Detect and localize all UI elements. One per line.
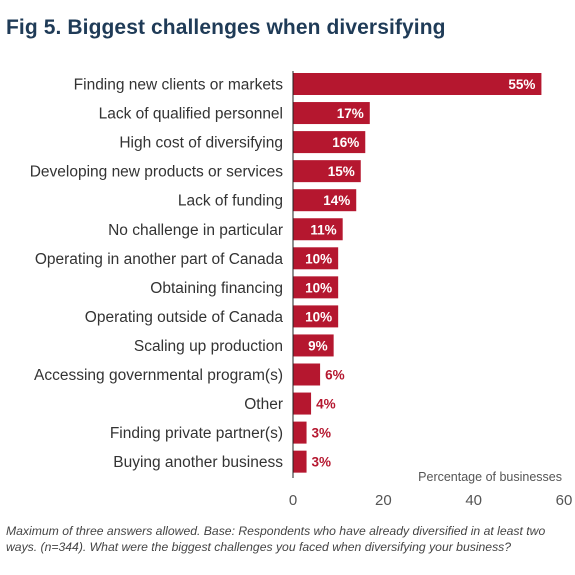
category-labels-group: Finding new clients or markets Lack of qu… xyxy=(30,77,284,472)
bar-11 xyxy=(293,363,321,386)
bar-8 xyxy=(293,276,339,299)
bar-3 xyxy=(293,131,366,154)
value-label-13: 3% xyxy=(312,426,332,441)
value-label-6: 11% xyxy=(310,222,336,237)
category-label-3: High cost of diversifying xyxy=(119,135,283,152)
value-label-3: 16% xyxy=(332,135,359,150)
value-label-4: 15% xyxy=(328,164,355,179)
bar-13 xyxy=(293,421,307,444)
value-label-2: 17% xyxy=(337,106,364,121)
x-tick-labels-group: 0 20 40 60 xyxy=(289,492,573,509)
bar-4 xyxy=(293,160,361,183)
category-label-2: Lack of qualified personnel xyxy=(99,106,283,123)
category-label-11: Accessing governmental program(s) xyxy=(34,367,283,384)
category-label-4: Developing new products or services xyxy=(30,164,284,181)
value-label-5: 14% xyxy=(323,193,350,208)
bar-7 xyxy=(293,247,339,270)
category-label-14: Buying another business xyxy=(113,454,283,471)
value-label-7: 10% xyxy=(305,251,332,266)
value-labels-group: 55% 17% 16% 15% 14% 11% 10% 10% 10% 9% 6% 4% 3% 3% xyxy=(305,77,535,470)
category-label-13: Finding private partner(s) xyxy=(110,425,283,442)
category-label-9: Operating outside of Canada xyxy=(85,309,284,326)
value-label-8: 10% xyxy=(305,280,332,295)
bar-6 xyxy=(293,218,343,241)
chart-title: Fig 5. Biggest challenges when diversify… xyxy=(6,16,446,39)
category-label-5: Lack of funding xyxy=(178,193,283,210)
value-label-14: 3% xyxy=(312,455,332,470)
x-axis-title: Percentage of businesses xyxy=(418,470,562,484)
value-label-1: 55% xyxy=(508,77,535,92)
bar-10 xyxy=(293,334,334,357)
category-label-7: Operating in another part of Canada xyxy=(35,251,284,268)
category-label-1: Finding new clients or markets xyxy=(74,77,284,94)
x-tick-label-2: 20 xyxy=(375,492,392,509)
bars-group xyxy=(293,73,542,473)
value-label-11: 6% xyxy=(325,368,345,383)
bar-5 xyxy=(293,189,357,212)
category-label-8: Obtaining financing xyxy=(150,280,283,297)
x-tick-label-4: 60 xyxy=(556,492,573,509)
bar-14 xyxy=(293,450,307,473)
value-label-10: 9% xyxy=(308,338,328,353)
bar-9 xyxy=(293,305,339,328)
value-label-9: 10% xyxy=(305,309,332,324)
bar-1 xyxy=(293,73,542,95)
x-tick-label-1: 0 xyxy=(289,492,297,509)
value-label-12: 4% xyxy=(316,397,336,412)
bar-12 xyxy=(293,392,312,415)
category-label-6: No challenge in particular xyxy=(108,222,283,239)
category-label-12: Other xyxy=(244,396,283,413)
chart-footnote: Maximum of three answers allowed. Base: … xyxy=(6,524,546,554)
bar-2 xyxy=(293,102,370,125)
category-label-10: Scaling up production xyxy=(134,338,283,355)
x-tick-label-3: 40 xyxy=(465,492,482,509)
